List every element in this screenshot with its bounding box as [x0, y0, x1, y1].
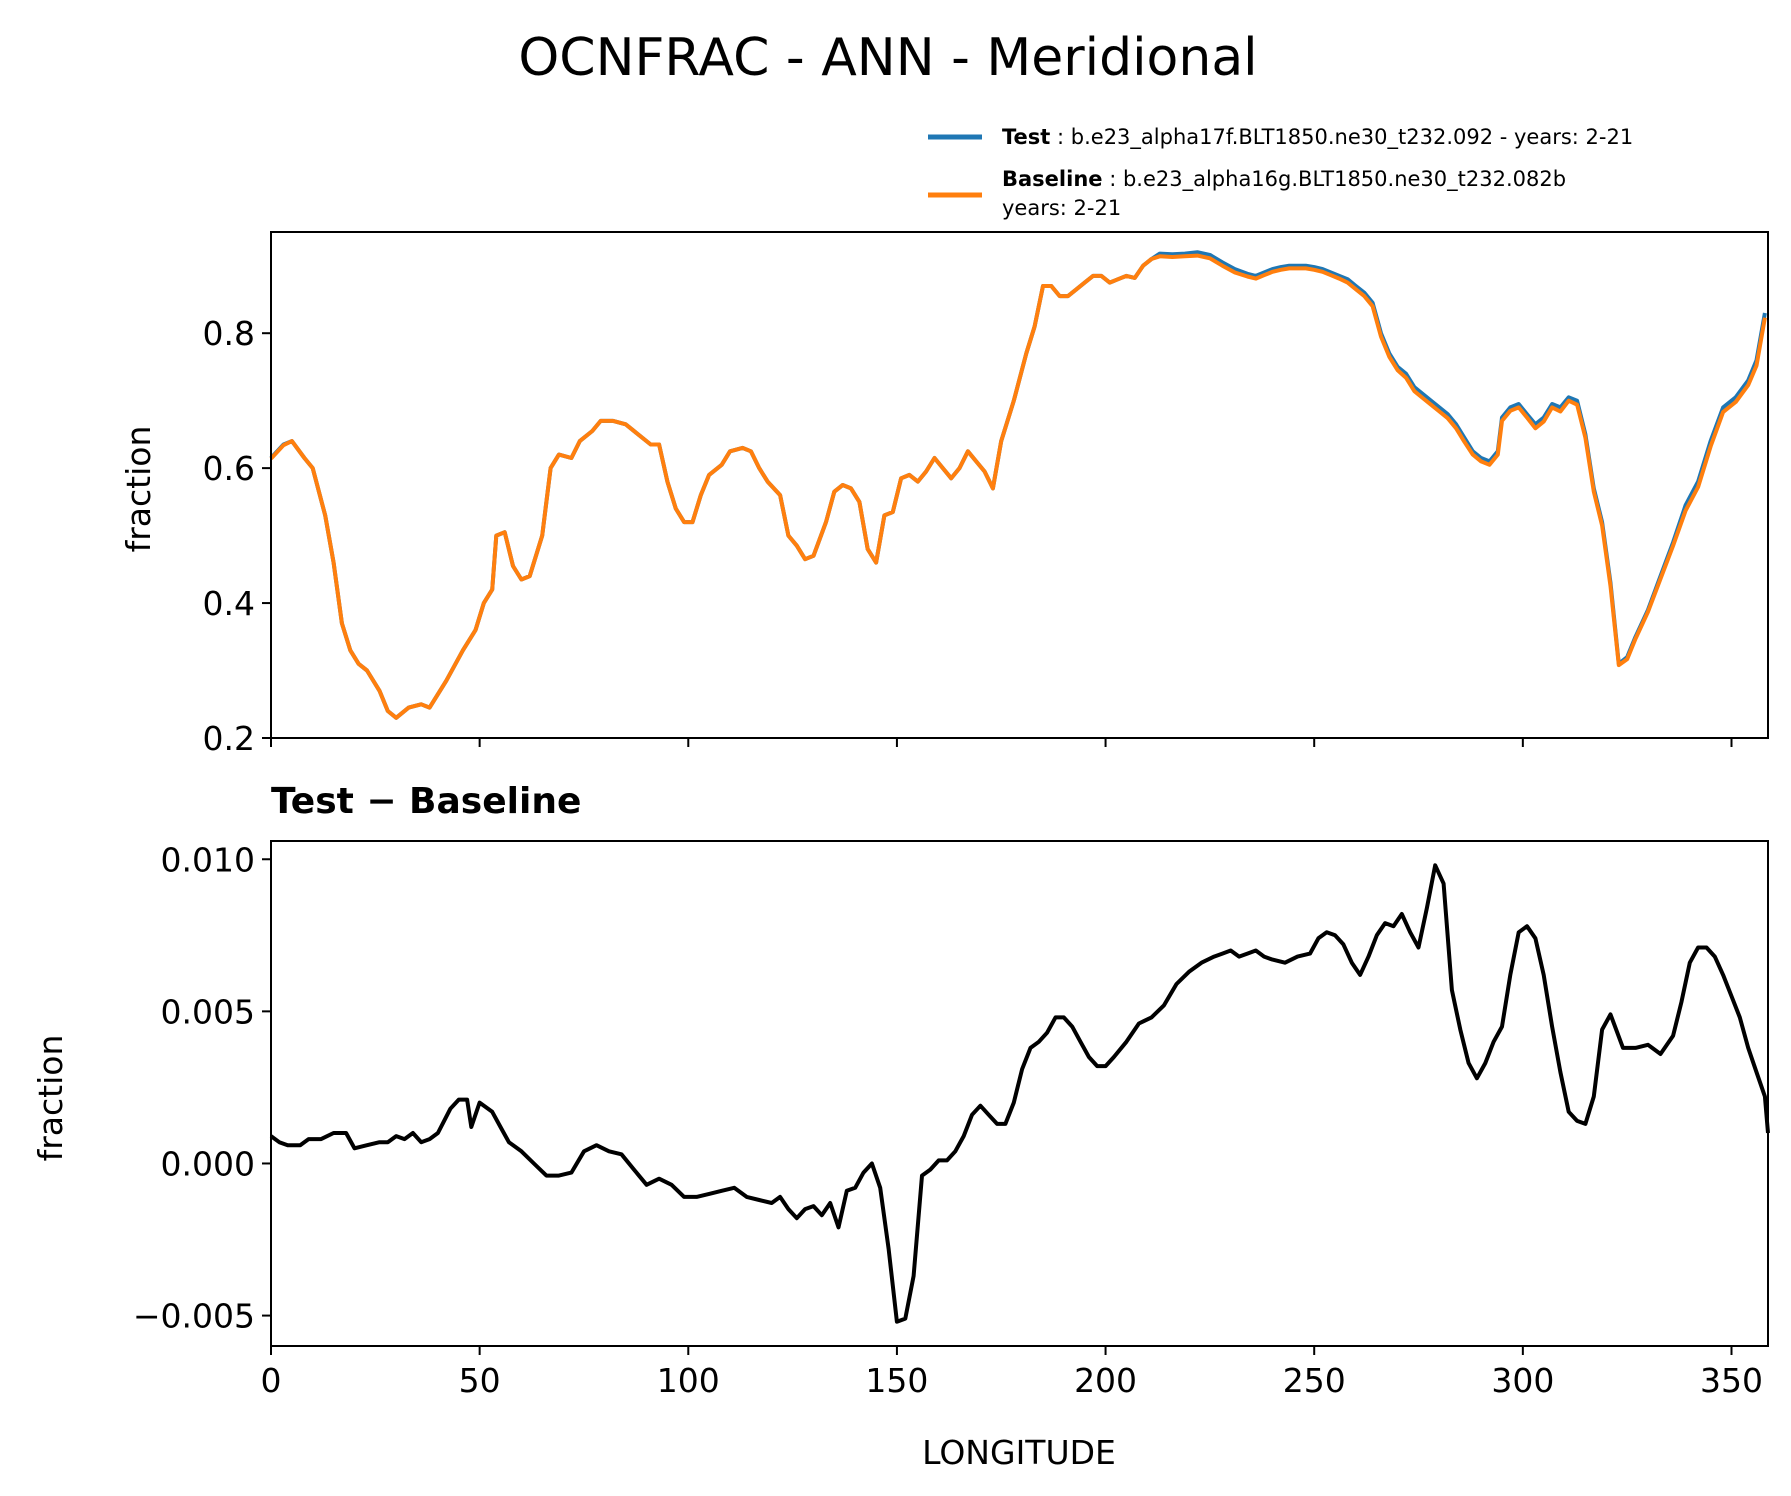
y-tick-label: 0.000 [161, 1144, 255, 1183]
x-tick-label: 50 [459, 1361, 501, 1400]
y-tick-label: 0.8 [203, 314, 255, 353]
legend-desc-baseline: : b.e23_alpha16g.BLT1850.ne30_t232.082b [1109, 167, 1566, 192]
x-tick-label: 250 [1283, 1361, 1346, 1400]
bottom-x-ticks: 0 50 100 150 200 250 300 350 [261, 1346, 1763, 1400]
top-y-axis-label: fraction [119, 426, 158, 553]
legend-desc2-baseline: years: 2-21 [1002, 196, 1121, 220]
x-tick-label: 300 [1491, 1361, 1554, 1400]
y-tick-label: 0.2 [203, 719, 255, 758]
x-tick-label: 200 [1074, 1361, 1137, 1400]
series-line-baseline [269, 253, 1767, 720]
x-axis-label: LONGITUDE [922, 1433, 1116, 1472]
figure-title: OCNFRAC - ANN - Meridional [518, 28, 1257, 88]
bottom-panel: Test − Baseline fraction LONGITUDE −0.00… [31, 781, 1770, 1472]
bottom-panel-title: Test − Baseline [271, 781, 581, 822]
top-x-ticks [270, 738, 1733, 747]
y-tick-label: −0.005 [133, 1297, 255, 1336]
x-tick-label: 150 [865, 1361, 928, 1400]
legend-name-baseline: Baseline [1002, 167, 1103, 191]
x-tick-label: 0 [261, 1361, 282, 1400]
legend-label-test: Test : b.e23_alpha17f.BLT1850.ne30_t232.… [1002, 125, 1633, 150]
top-panel: fraction 0.2 0.4 0.6 0.8 [119, 231, 1769, 758]
top-plot-frame [270, 231, 1769, 739]
bottom-plot-lines [269, 863, 1770, 1324]
bottom-plot-frame [270, 840, 1769, 1347]
x-tick-label: 100 [657, 1361, 720, 1400]
x-tick-label: 350 [1700, 1361, 1763, 1400]
legend-desc-test: : b.e23_alpha17f.BLT1850.ne30_t232.092 -… [1057, 125, 1633, 150]
legend: Test : b.e23_alpha17f.BLT1850.ne30_t232.… [928, 125, 1633, 220]
y-tick-label: 0.6 [203, 449, 255, 488]
y-tick-label: 0.010 [161, 840, 255, 879]
top-y-ticks: 0.2 0.4 0.6 0.8 [203, 314, 271, 758]
bottom-y-axis-label: fraction [31, 1035, 70, 1162]
legend-name-test: Test [1002, 125, 1050, 149]
legend-label-baseline: Baseline : b.e23_alpha16g.BLT1850.ne30_t… [1002, 167, 1566, 192]
top-plot-lines [269, 250, 1767, 720]
y-tick-label: 0.4 [203, 584, 255, 623]
y-tick-label: 0.005 [161, 992, 255, 1031]
bottom-y-ticks: −0.005 0.000 0.005 0.010 [133, 840, 271, 1336]
series-line-difference [269, 863, 1770, 1324]
